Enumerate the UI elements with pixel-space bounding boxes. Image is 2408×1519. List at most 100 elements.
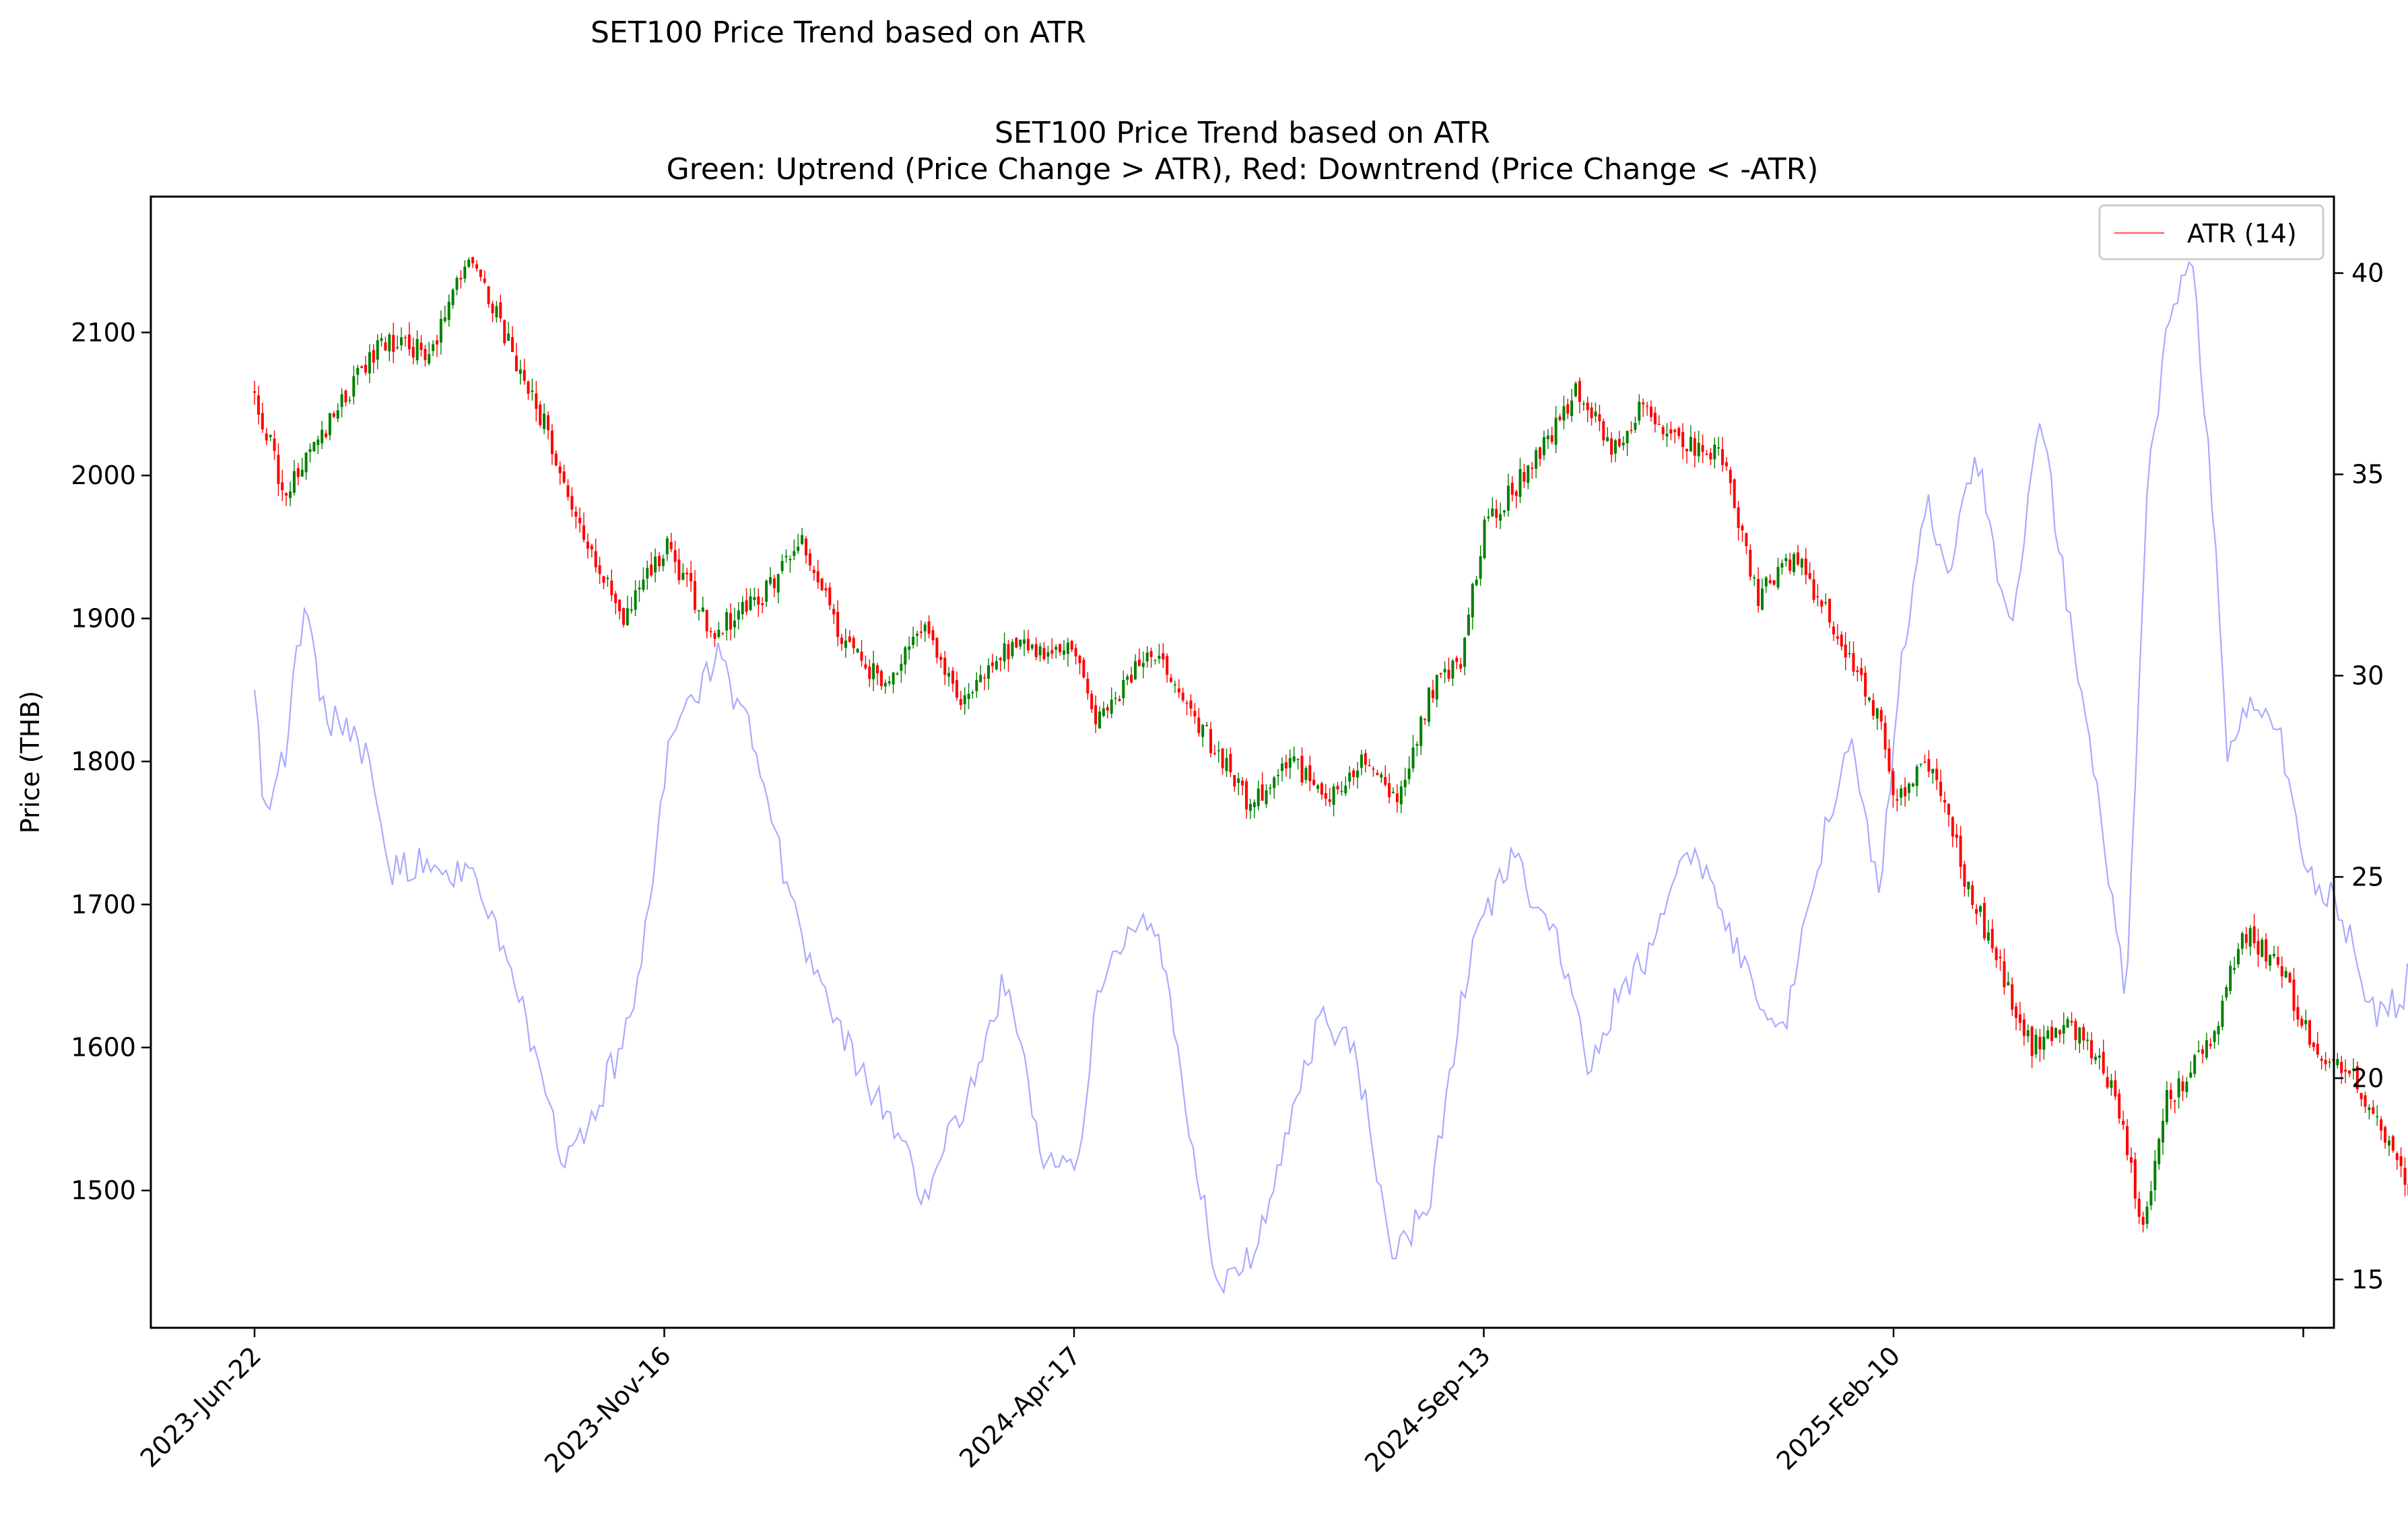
candle-body-down (273, 438, 276, 451)
candle-body-down (523, 370, 526, 381)
candle-body-down (1939, 781, 1943, 797)
candle-body-down (1213, 753, 1216, 754)
candle-body-up (2177, 1078, 2180, 1098)
candle-body-down (1617, 438, 1621, 446)
candle-body-up (1594, 411, 1597, 417)
candle-body-down (2360, 1093, 2363, 1100)
candle-body-down (1598, 414, 1601, 421)
candle-body-down (2380, 1119, 2383, 1131)
candle-body-up (1506, 485, 1510, 511)
candle-body-up (1269, 787, 1272, 789)
candle-body-down (1955, 834, 1958, 838)
candle-body-down (2058, 1030, 2061, 1035)
candle-body-up (1415, 744, 1419, 746)
candle-body-up (2351, 1068, 2355, 1071)
candle-body-down (1261, 784, 1264, 801)
candle-body-up (2225, 987, 2228, 998)
candle-body-down (1681, 432, 1685, 447)
candle-body-up (947, 673, 951, 677)
candle-body-up (2165, 1089, 2168, 1122)
candle-body-down (1871, 700, 1875, 716)
candle-body-down (1947, 804, 1950, 815)
candle-body-up (1348, 772, 1351, 782)
candle-body-down (527, 381, 530, 394)
candle-body-down (1768, 580, 1772, 583)
candle-body-down (2133, 1159, 2137, 1199)
candle-body-up (2162, 1120, 2164, 1143)
candle-body-up (300, 469, 304, 477)
candle-body-down (618, 599, 622, 611)
candle-body-up (455, 277, 459, 290)
candle-body-up (1145, 652, 1149, 662)
y2-tick-label: 25 (2351, 862, 2384, 891)
candle-body-down (1630, 430, 1633, 432)
candle-body-down (1693, 438, 1696, 456)
candle-body-up (1019, 640, 1022, 647)
candle-body-up (2026, 1030, 2030, 1037)
candle-body-down (1733, 479, 1736, 508)
candle-body-down (1864, 673, 1867, 697)
candle-body-up (2284, 971, 2287, 978)
candle-body-down (253, 391, 256, 393)
candle-body-down (927, 621, 931, 634)
candle-body-down (1042, 648, 1046, 659)
candle-body-down (713, 633, 716, 639)
candle-body-down (1844, 644, 1847, 658)
candle-body-up (1158, 656, 1161, 659)
candle-body-up (2273, 953, 2275, 957)
candle-body-down (1181, 692, 1184, 701)
candle-body-up (733, 620, 736, 628)
candle-body-down (471, 257, 475, 264)
candle-body-up (1428, 687, 1430, 722)
candle-body-down (281, 482, 284, 491)
candle-body-down (1904, 787, 1907, 797)
candle-body-down (566, 485, 570, 497)
candle-body-down (364, 364, 367, 373)
candle-body-down (1531, 467, 1534, 469)
candle-body-down (1808, 573, 1811, 579)
candle-body-down (499, 302, 502, 318)
candle-body-down (805, 538, 807, 555)
candle-body-up (916, 634, 918, 636)
candle-body-down (836, 611, 840, 637)
candle-body-up (2205, 1040, 2208, 1058)
candle-body-down (2018, 1014, 2021, 1023)
candle-body-down (2030, 1026, 2034, 1056)
candle-body-up (2336, 1058, 2339, 1066)
candle-body-up (2233, 968, 2236, 970)
candle-body-down (2280, 966, 2283, 977)
candle-body-up (979, 675, 982, 683)
candle-body-up (1503, 510, 1506, 513)
candle-body-up (912, 636, 915, 645)
candle-body-up (2046, 1030, 2050, 1039)
candle-body-down (2256, 941, 2260, 955)
y-tick-label: 2100 (71, 318, 136, 347)
candle-body-down (1745, 533, 1748, 546)
candle-body-up (2094, 1056, 2097, 1060)
candle-body-down (1741, 525, 1744, 531)
y2-tick-label: 35 (2351, 460, 2384, 490)
candle-body-up (872, 663, 875, 679)
candle-body-up (507, 333, 510, 341)
candle-body-up (1114, 698, 1117, 700)
candle-body-down (1395, 793, 1399, 803)
candle-body-down (2355, 1066, 2359, 1089)
candle-body-down (1642, 402, 1645, 405)
candle-body-up (1606, 437, 1609, 442)
candle-body-down (610, 580, 613, 595)
candle-body-up (451, 290, 455, 306)
candle-body-down (2102, 1052, 2105, 1074)
candle-body-down (1991, 929, 1994, 949)
candle-body-down (1149, 651, 1153, 657)
candle-body-up (638, 587, 641, 590)
candle-body-up (1332, 786, 1335, 805)
candle-body-down (1431, 689, 1434, 698)
candle-body-up (1499, 514, 1502, 521)
candle-body-up (1443, 669, 1446, 673)
candle-body-up (1582, 403, 1585, 405)
candle-body-up (2328, 1061, 2331, 1063)
candle-body-down (1975, 909, 1978, 914)
candle-body-down (2022, 1019, 2026, 1036)
candle-body-down (554, 453, 558, 466)
